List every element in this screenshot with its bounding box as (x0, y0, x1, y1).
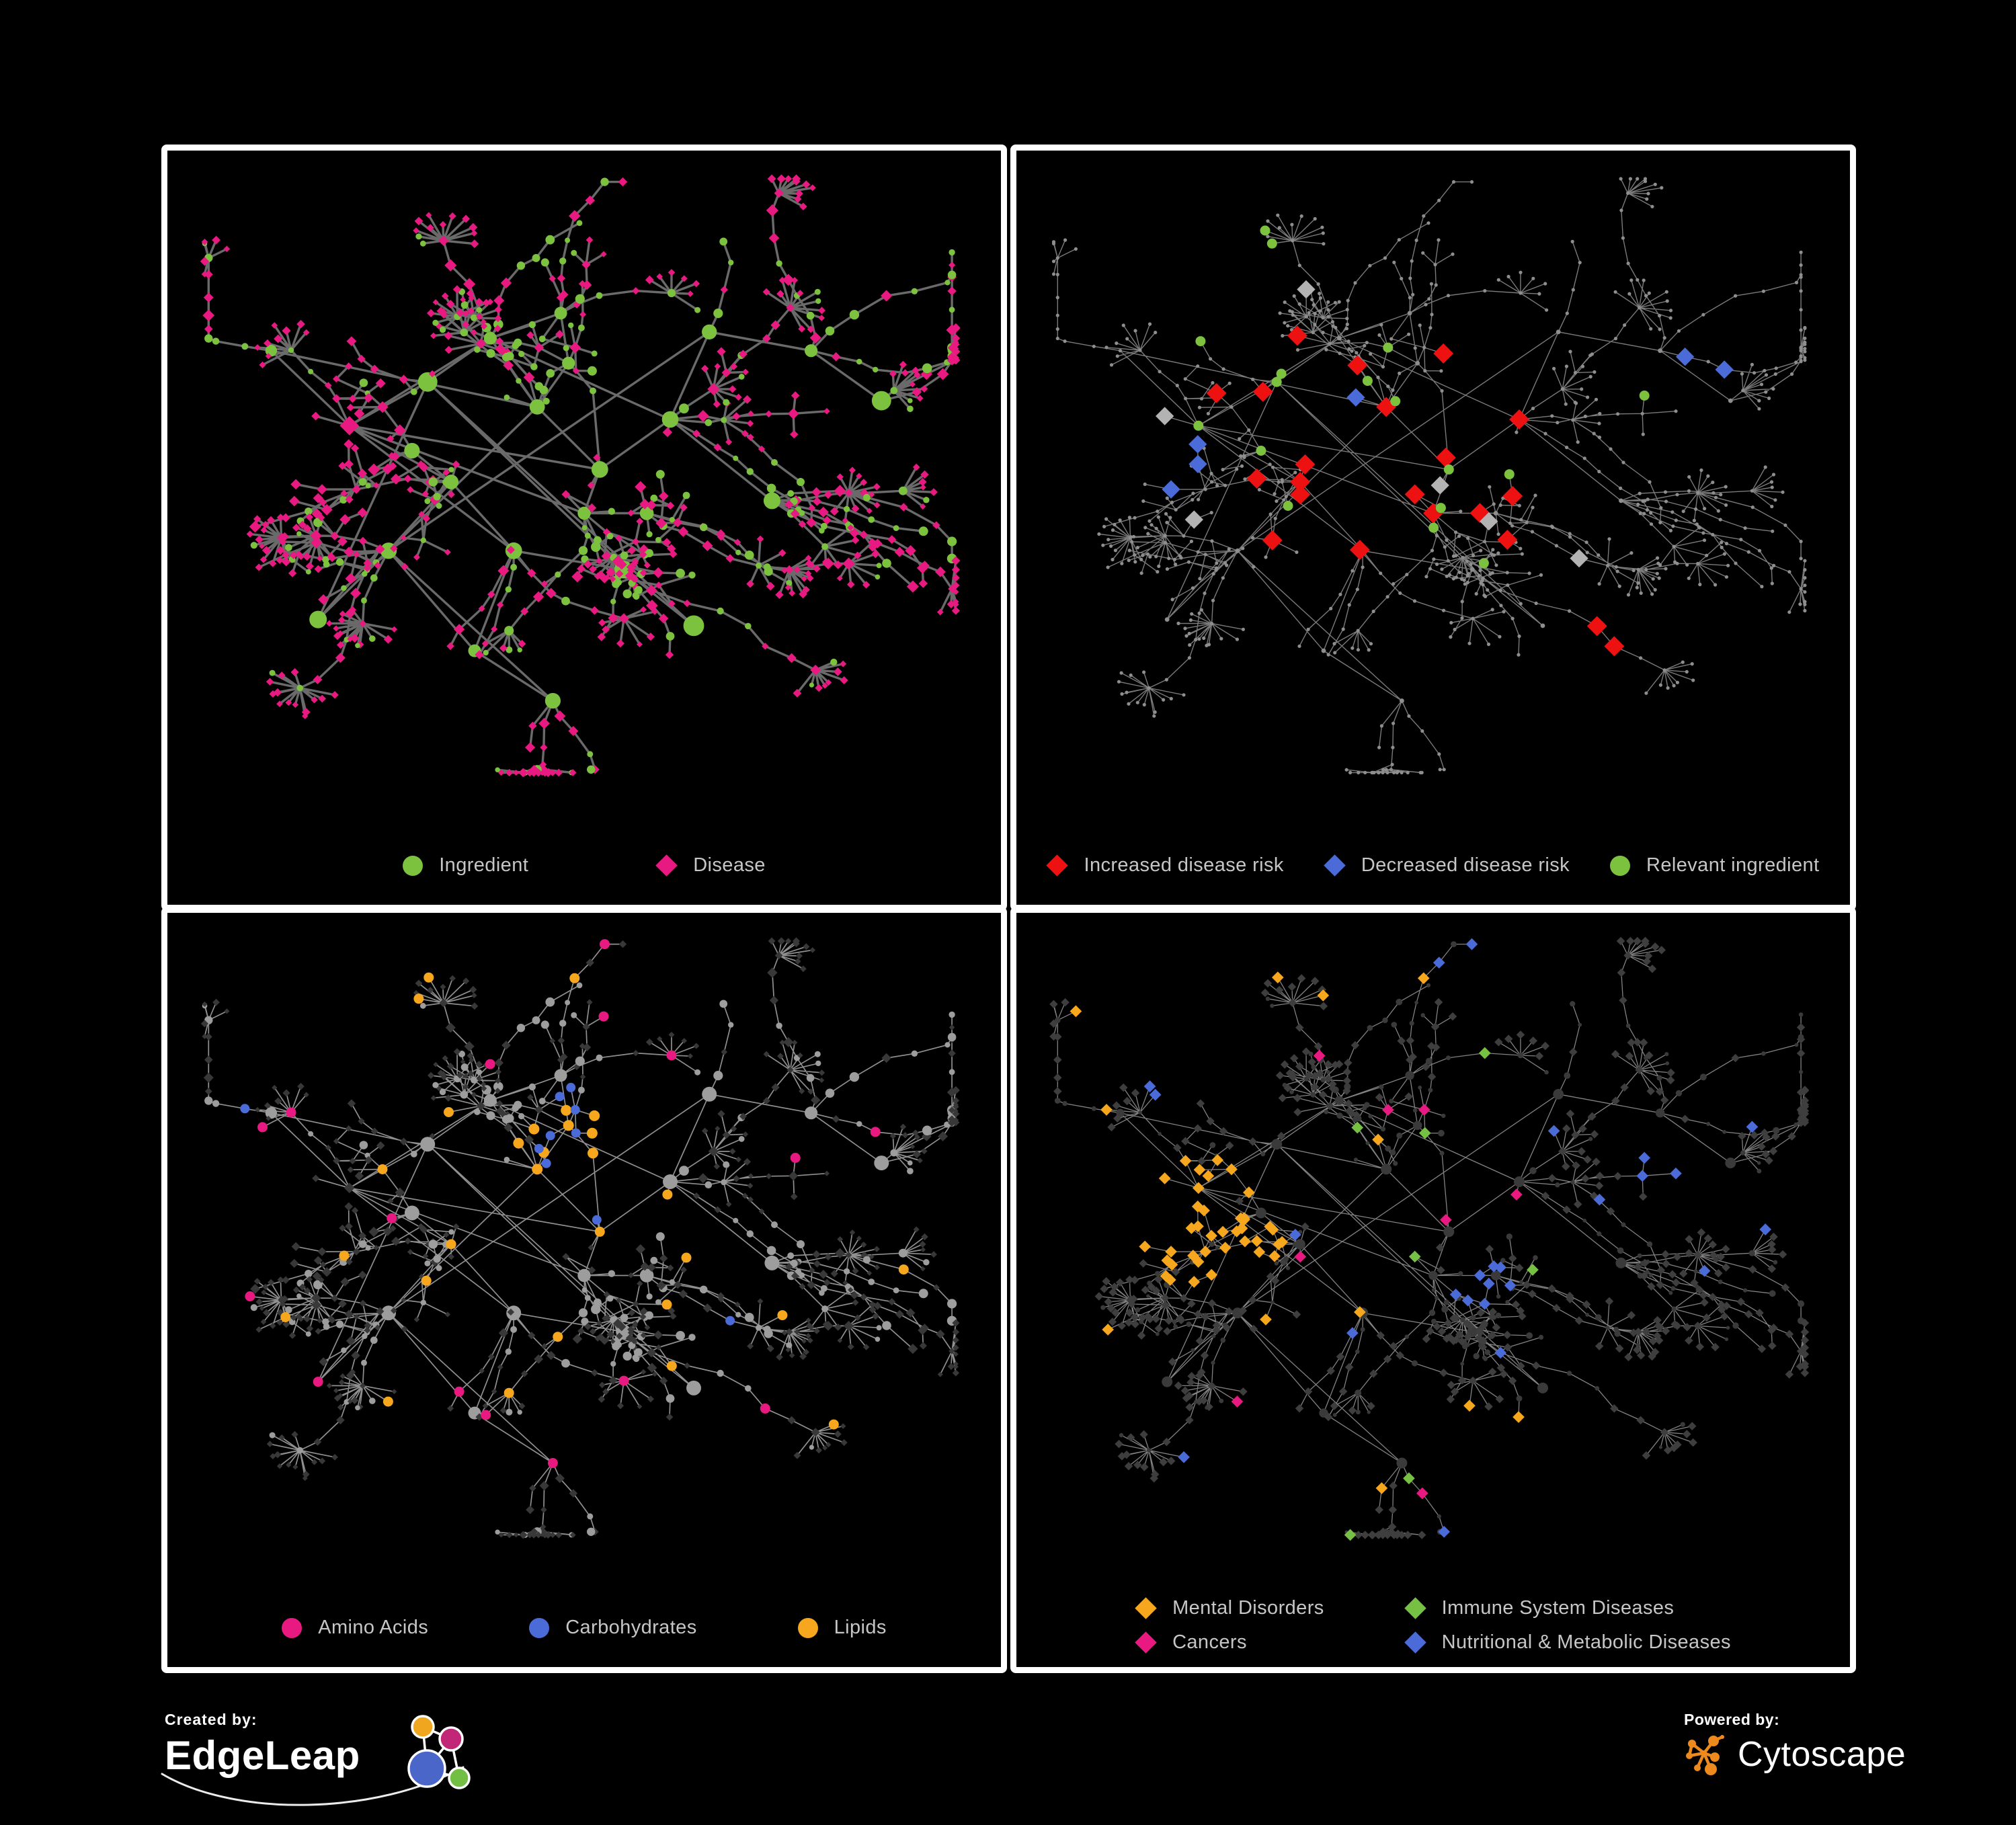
legend-label: Disease (693, 854, 766, 876)
legend-item-lipids: Lipids (797, 1617, 887, 1639)
edgeleap-logo: Created by: EdgeLeap (161, 1711, 541, 1825)
legend-item-increased-risk: Increased disease risk (1046, 854, 1284, 877)
panel-nutrient-classes-network: Amino Acids Carbohydrates Lipids (161, 907, 1007, 1673)
legend-ingredient-disease: Ingredient Disease (167, 854, 1001, 877)
edgeleap-brand-text: EdgeLeap (165, 1733, 360, 1778)
legend-label: Carbohydrates (565, 1617, 697, 1638)
legend-item-ingredient: Ingredient (403, 854, 528, 877)
disease-legend-marker (655, 854, 678, 877)
legend-label: Ingredient (439, 854, 529, 876)
legend-item-carbohydrates: Carbohydrates (529, 1617, 696, 1639)
legend-item-relevant-ingredient: Relevant ingredient (1610, 854, 1819, 877)
legend-disease-risk: Increased disease risk Decreased disease… (1016, 854, 1850, 877)
legend-item-decreased-risk: Decreased disease risk (1324, 854, 1570, 877)
legend-label: Cancers (1172, 1631, 1247, 1653)
legend-item-nutritional-metabolic-diseases: Nutritional & Metabolic Diseases (1404, 1631, 1731, 1654)
network-graph-disease-classes (1049, 936, 1810, 1541)
created-by-label: Created by: (165, 1711, 257, 1728)
decreased-risk-legend-marker (1324, 854, 1346, 877)
legend-item-immune-system-diseases: Immune System Diseases (1404, 1597, 1731, 1619)
mental-disorders-legend-marker (1135, 1597, 1157, 1619)
legend-label: Decreased disease risk (1361, 854, 1570, 876)
legend-label: Nutritional & Metabolic Diseases (1441, 1631, 1731, 1653)
legend-label: Relevant ingredient (1646, 854, 1820, 876)
lipids-legend-marker (797, 1617, 818, 1638)
panel-disease-risk-network: Increased disease risk Decreased disease… (1010, 145, 1856, 911)
legend-label: Amino Acids (318, 1617, 429, 1638)
legend-item-mental-disorders: Mental Disorders (1135, 1597, 1324, 1619)
legend-item-amino-acids: Amino Acids (282, 1617, 428, 1639)
legend-item-disease: Disease (655, 854, 766, 877)
cytoscape-brand-text: Cytoscape (1738, 1735, 1906, 1774)
ingredient-legend-marker (403, 855, 424, 876)
nutritional-metabolic-diseases-legend-marker (1404, 1631, 1426, 1654)
panel-ingredient-disease-network: Ingredient Disease (161, 145, 1007, 911)
legend-label: Lipids (834, 1617, 887, 1638)
relevant-ingredient-legend-marker (1610, 855, 1631, 876)
carbohydrates-legend-marker (529, 1617, 550, 1638)
panel-disease-classes-network: Mental Disorders Immune System Diseases … (1010, 907, 1856, 1673)
network-graph-ingredient-disease (200, 174, 961, 778)
network-graph-nutrient-classes (200, 937, 960, 1539)
cytoscape-network-icon (1686, 1735, 1724, 1775)
legend-label: Immune System Diseases (1441, 1597, 1675, 1619)
powered-by-label: Powered by: (1684, 1711, 1780, 1728)
edgeleap-network-icon (407, 1715, 471, 1789)
cytoscape-logo: Powered by: Cytoscape (1684, 1711, 1906, 1776)
cancers-legend-marker (1135, 1631, 1157, 1654)
legend-nutrient-classes: Amino Acids Carbohydrates Lipids (167, 1617, 1001, 1639)
amino-acids-legend-marker (282, 1617, 303, 1638)
legend-item-cancers: Cancers (1135, 1631, 1324, 1654)
immune-system-diseases-legend-marker (1404, 1597, 1426, 1619)
legend-label: Mental Disorders (1172, 1597, 1324, 1619)
cytoscape-brand-row: Cytoscape (1684, 1733, 1906, 1776)
legend-disease-classes: Mental Disorders Immune System Diseases … (1016, 1597, 1850, 1654)
network-graph-disease-risk (1051, 177, 1807, 774)
legend-label: Increased disease risk (1084, 854, 1284, 876)
increased-risk-legend-marker (1046, 854, 1069, 877)
